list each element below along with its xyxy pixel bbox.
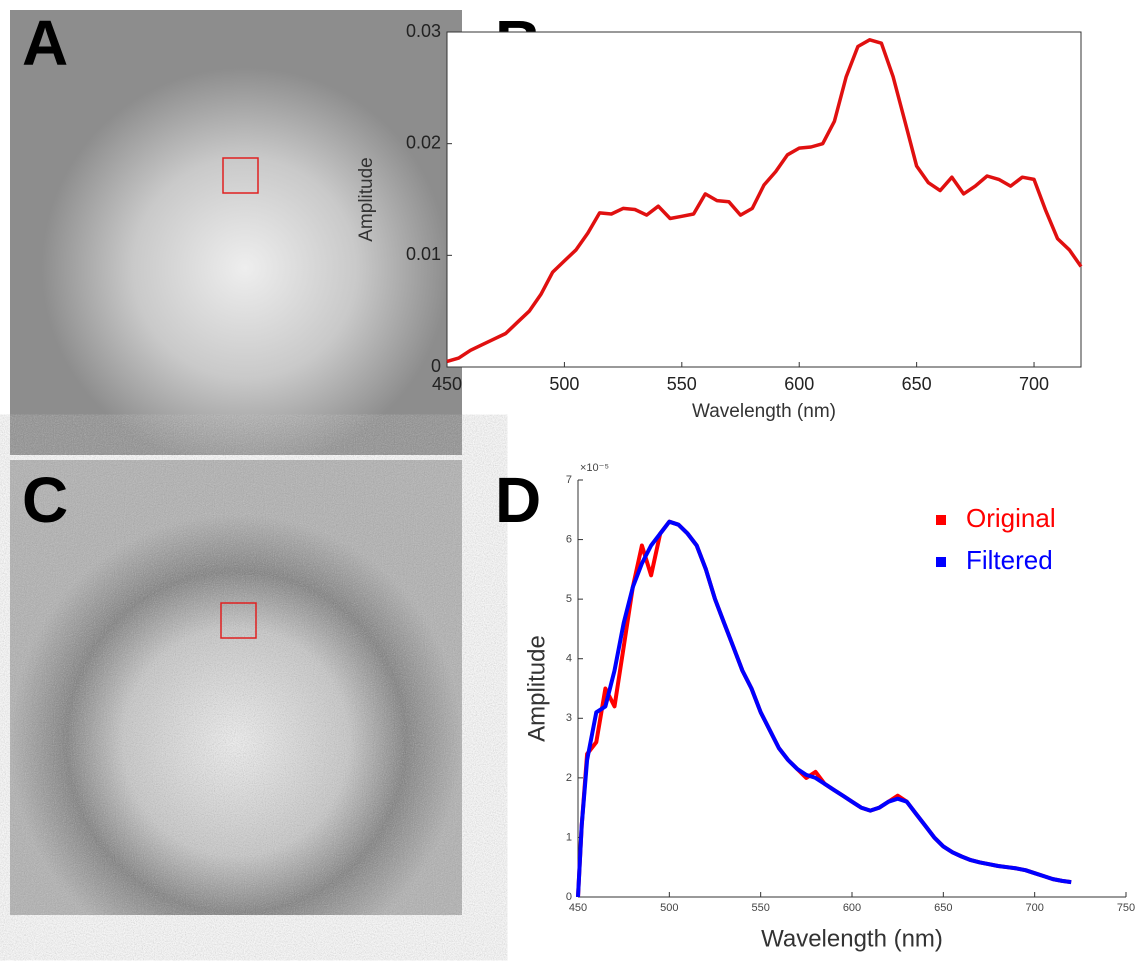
roi-box <box>222 157 259 194</box>
plot-area <box>578 480 1126 897</box>
x-tick-label: 600 <box>843 902 861 914</box>
legend-marker <box>936 557 946 567</box>
legend-label: Original <box>966 503 1056 533</box>
y-axis-label: Amplitude <box>523 635 550 742</box>
y-scale-label: ×10⁻⁵ <box>580 462 609 474</box>
x-tick-label: 650 <box>902 374 932 394</box>
panel-label: A <box>22 7 68 79</box>
legend-marker <box>936 515 946 525</box>
y-tick-label: 0.02 <box>406 132 441 152</box>
y-tick-label: 2 <box>566 772 572 784</box>
y-tick-label: 5 <box>566 593 572 605</box>
x-tick-label: 450 <box>432 374 462 394</box>
x-axis-label: Wavelength (nm) <box>692 401 836 422</box>
y-tick-label: 3 <box>566 712 572 724</box>
legend-label: Filtered <box>966 545 1053 575</box>
y-tick-label: 0.01 <box>406 244 441 264</box>
y-tick-label: 7 <box>566 474 572 486</box>
y-tick-label: 6 <box>566 533 572 545</box>
y-tick-label: 0.03 <box>406 21 441 41</box>
panel-label: D <box>495 464 541 536</box>
y-tick-label: 4 <box>566 653 572 665</box>
data-line <box>576 519 1072 898</box>
y-tick-label: 0 <box>566 891 572 903</box>
y-axis-label: Amplitude <box>356 157 377 242</box>
x-tick-label: 600 <box>784 374 814 394</box>
x-tick-label: 700 <box>1019 374 1049 394</box>
plot-area <box>446 31 1082 368</box>
x-axis-label: Wavelength (nm) <box>761 925 943 952</box>
x-tick-label: 750 <box>1117 902 1135 914</box>
x-tick-label: 650 <box>934 902 952 914</box>
x-tick-label: 550 <box>667 374 697 394</box>
y-tick-label: 1 <box>566 831 572 843</box>
panel-label: C <box>22 464 68 536</box>
y-tick-label: 0 <box>431 356 441 376</box>
data-line <box>446 38 1083 364</box>
x-tick-label: 700 <box>1025 902 1043 914</box>
roi-box <box>220 602 257 639</box>
image-a-glow <box>10 10 462 455</box>
x-tick-label: 450 <box>569 902 587 914</box>
image-c-noise <box>10 460 462 915</box>
x-tick-label: 500 <box>549 374 579 394</box>
x-tick-label: 550 <box>751 902 769 914</box>
x-tick-label: 500 <box>660 902 678 914</box>
